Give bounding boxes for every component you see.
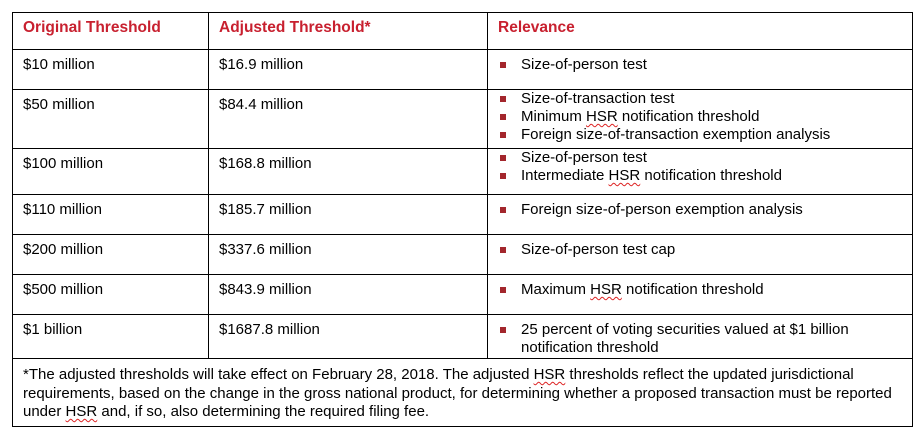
- relevance-text: Minimum HSR notification threshold: [521, 108, 760, 125]
- header-relevance: Relevance: [487, 12, 913, 50]
- footnote-text: *The adjusted thresholds will take effec…: [23, 366, 892, 420]
- table-row: $200 million $337.6 million Size-of-person…: [12, 234, 913, 275]
- bullet-icon: [500, 155, 506, 161]
- relevance-text: Size-of-transaction test: [521, 90, 675, 107]
- relevance-item: Size-of-person test: [498, 149, 902, 167]
- relevance-item: Minimum HSR notification threshold: [498, 108, 902, 126]
- relevance-text: Foreign size-of-transaction exemption an…: [521, 126, 831, 143]
- relevance-cell: 25 percent of voting securities valued a…: [487, 314, 913, 359]
- adjusted-threshold-cell: $337.6 million: [208, 234, 488, 275]
- table-row: $500 million $843.9 million Maximum HSR no…: [12, 274, 913, 315]
- original-threshold-cell: $200 million: [12, 234, 209, 275]
- relevance-item: Maximum HSR notification threshold: [498, 281, 902, 299]
- relevance-item: Foreign size-of-person exemption analysi…: [498, 201, 902, 219]
- relevance-text: Size-of-person test cap: [521, 241, 676, 258]
- footnote: *The adjusted thresholds will take effec…: [12, 358, 913, 427]
- relevance-item: Size-of-person test: [498, 56, 902, 74]
- relevance-item: Size-of-person test cap: [498, 241, 902, 259]
- bullet-icon: [500, 247, 506, 253]
- bullet-icon: [500, 207, 506, 213]
- relevance-list: Size-of-person test Intermediate HSR noti…: [498, 149, 902, 185]
- original-threshold-cell: $110 million: [12, 194, 209, 235]
- relevance-cell: Size-of-person test: [487, 49, 913, 90]
- bullet-icon: [500, 327, 506, 333]
- adjusted-threshold-cell: $168.8 million: [208, 148, 488, 195]
- relevance-cell: Maximum HSR notification threshold: [487, 274, 913, 315]
- relevance-cell: Size-of-person test Intermediate HSR noti…: [487, 148, 913, 195]
- relevance-list: Size-of-transaction test Minimum HSR noti…: [498, 90, 902, 144]
- table-row: $1 billion $1687.8 million 25 percent of v…: [12, 314, 913, 359]
- bullet-icon: [500, 114, 506, 120]
- relevance-item: 25 percent of voting securities valued a…: [498, 321, 902, 357]
- adjusted-threshold-cell: $1687.8 million: [208, 314, 488, 359]
- relevance-cell: Size-of-transaction test Minimum HSR noti…: [487, 89, 913, 149]
- relevance-text: 25 percent of voting securities valued a…: [521, 321, 849, 356]
- relevance-text: Intermediate HSR notification threshold: [521, 167, 782, 184]
- bullet-icon: [500, 173, 506, 179]
- relevance-text: Size-of-person test: [521, 56, 647, 73]
- bullet-icon: [500, 62, 506, 68]
- table-row: $100 million $168.8 million Size-of-person…: [12, 148, 913, 195]
- original-threshold-cell: $500 million: [12, 274, 209, 315]
- header-adjusted-threshold: Adjusted Threshold*: [208, 12, 488, 50]
- relevance-cell: Size-of-person test cap: [487, 234, 913, 275]
- relevance-item: Intermediate HSR notification threshold: [498, 167, 902, 185]
- thresholds-table: Original Threshold Adjusted Threshold* R…: [12, 12, 913, 427]
- relevance-list: Size-of-person test: [498, 56, 902, 74]
- relevance-item: Size-of-transaction test: [498, 90, 902, 108]
- original-threshold-cell: $10 million: [12, 49, 209, 90]
- table-row: $110 million $185.7 million Foreign size-o…: [12, 194, 913, 235]
- relevance-text: Maximum HSR notification threshold: [521, 281, 764, 298]
- header-original-threshold: Original Threshold: [12, 12, 209, 50]
- footnote-row: *The adjusted thresholds will take effec…: [12, 358, 913, 427]
- adjusted-threshold-cell: $16.9 million: [208, 49, 488, 90]
- relevance-item: Foreign size-of-transaction exemption an…: [498, 126, 902, 144]
- original-threshold-cell: $1 billion: [12, 314, 209, 359]
- bullet-icon: [500, 287, 506, 293]
- relevance-text: Foreign size-of-person exemption analysi…: [521, 201, 803, 218]
- adjusted-threshold-cell: $84.4 million: [208, 89, 488, 149]
- relevance-cell: Foreign size-of-person exemption analysi…: [487, 194, 913, 235]
- relevance-list: 25 percent of voting securities valued a…: [498, 321, 902, 357]
- adjusted-threshold-cell: $185.7 million: [208, 194, 488, 235]
- relevance-list: Size-of-person test cap: [498, 241, 902, 259]
- table-row: $50 million $84.4 million Size-of-transact…: [12, 89, 913, 149]
- bullet-icon: [500, 96, 506, 102]
- original-threshold-cell: $50 million: [12, 89, 209, 149]
- bullet-icon: [500, 132, 506, 138]
- adjusted-threshold-cell: $843.9 million: [208, 274, 488, 315]
- relevance-list: Maximum HSR notification threshold: [498, 281, 902, 299]
- original-threshold-cell: $100 million: [12, 148, 209, 195]
- relevance-text: Size-of-person test: [521, 149, 647, 166]
- table-row: $10 million $16.9 million Size-of-person t…: [12, 49, 913, 90]
- header-row: Original Threshold Adjusted Threshold* R…: [12, 12, 913, 50]
- relevance-list: Foreign size-of-person exemption analysi…: [498, 201, 902, 219]
